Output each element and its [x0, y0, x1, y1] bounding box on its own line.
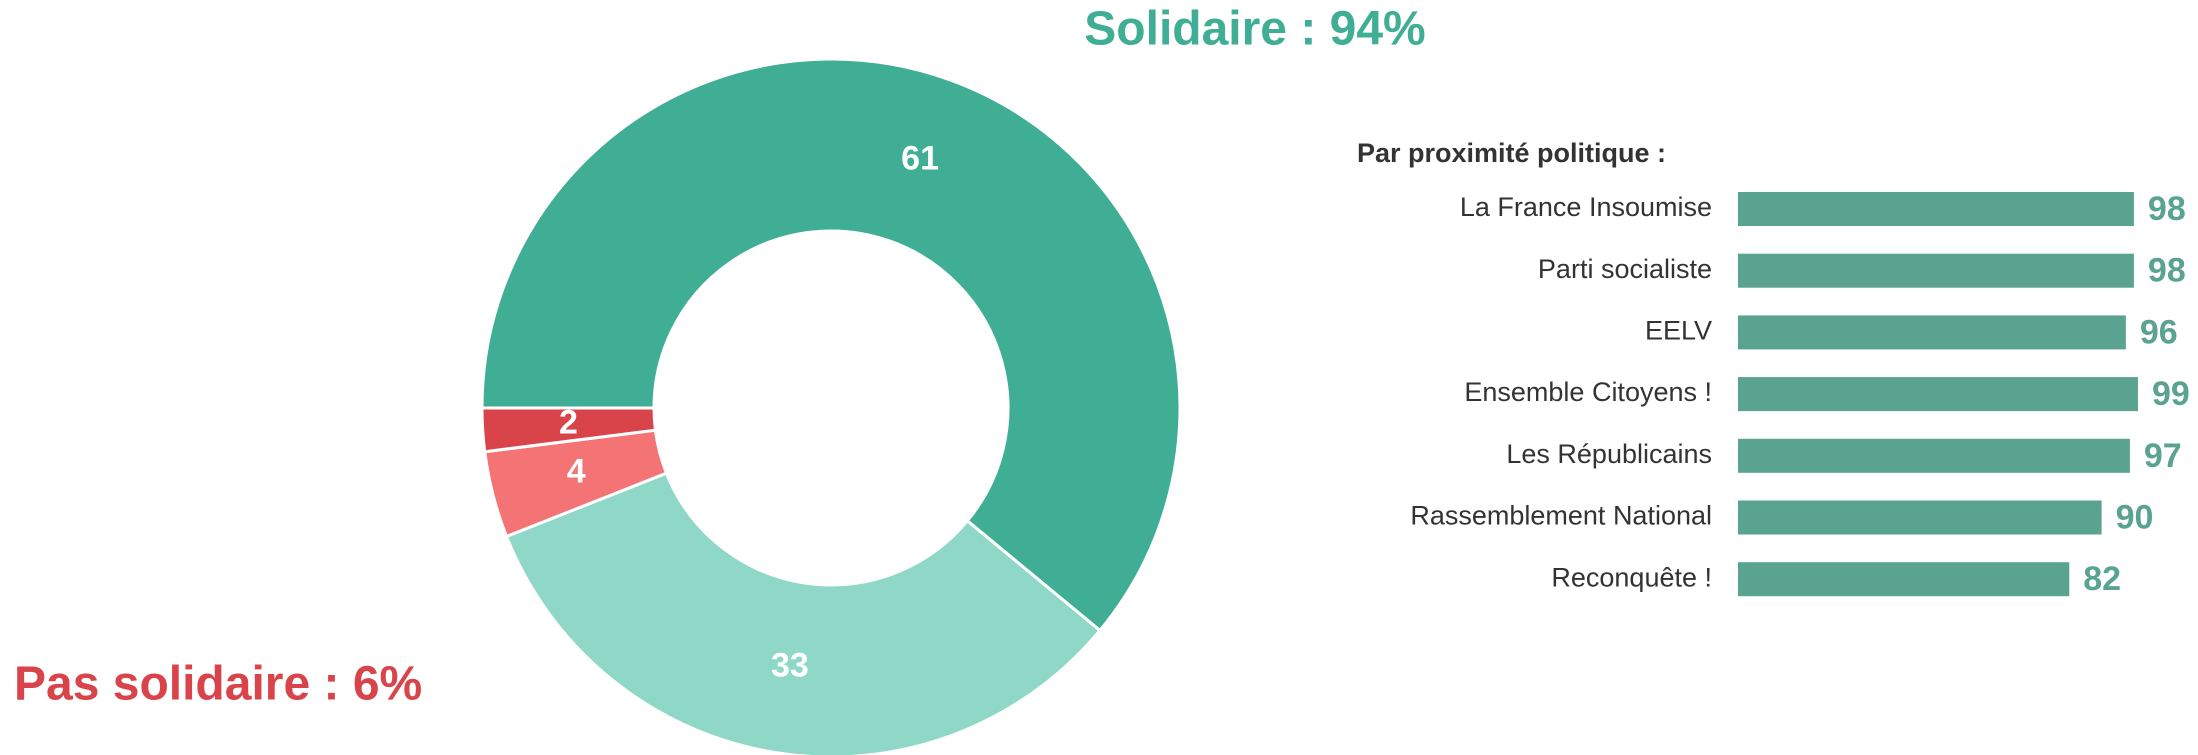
donut-segment: [480, 406, 658, 454]
category-label: EELV: [1645, 316, 1712, 346]
data-label: 2: [559, 403, 578, 441]
bar: [1738, 500, 2102, 535]
data-label: 96: [2140, 313, 2178, 351]
bar: [1738, 253, 2134, 288]
bar: [1738, 377, 2138, 412]
bar: [1738, 562, 2070, 597]
data-label: 99: [2152, 375, 2190, 413]
data-label: 82: [2083, 560, 2121, 598]
donut-segment: [504, 471, 1103, 755]
data-label: 97: [2144, 437, 2182, 475]
category-label: Les Républicains: [1506, 439, 1712, 469]
annotation: Solidaire : 94%: [1084, 3, 1425, 56]
data-label: 61: [901, 140, 939, 178]
data-label: 4: [567, 452, 586, 490]
category-label: Parti socialiste: [1538, 254, 1712, 284]
data-label: 98: [2148, 252, 2186, 290]
annotation: Pas solidaire : 6%: [14, 658, 422, 711]
category-label: Reconquête !: [1551, 562, 1712, 592]
category-label: La France Insoumise: [1460, 192, 1712, 222]
data-label: 90: [2116, 498, 2154, 536]
chart-title: Par proximité politique :: [1357, 138, 1666, 168]
category-label: Rassemblement National: [1410, 501, 1712, 531]
bar: [1738, 438, 2130, 473]
category-label: Ensemble Citoyens !: [1464, 377, 1712, 407]
bar: [1738, 192, 2134, 226]
bar: [1738, 315, 2126, 350]
donut-segment: [480, 57, 1182, 633]
data-label: 33: [771, 647, 809, 685]
data-label: 98: [2148, 190, 2186, 228]
